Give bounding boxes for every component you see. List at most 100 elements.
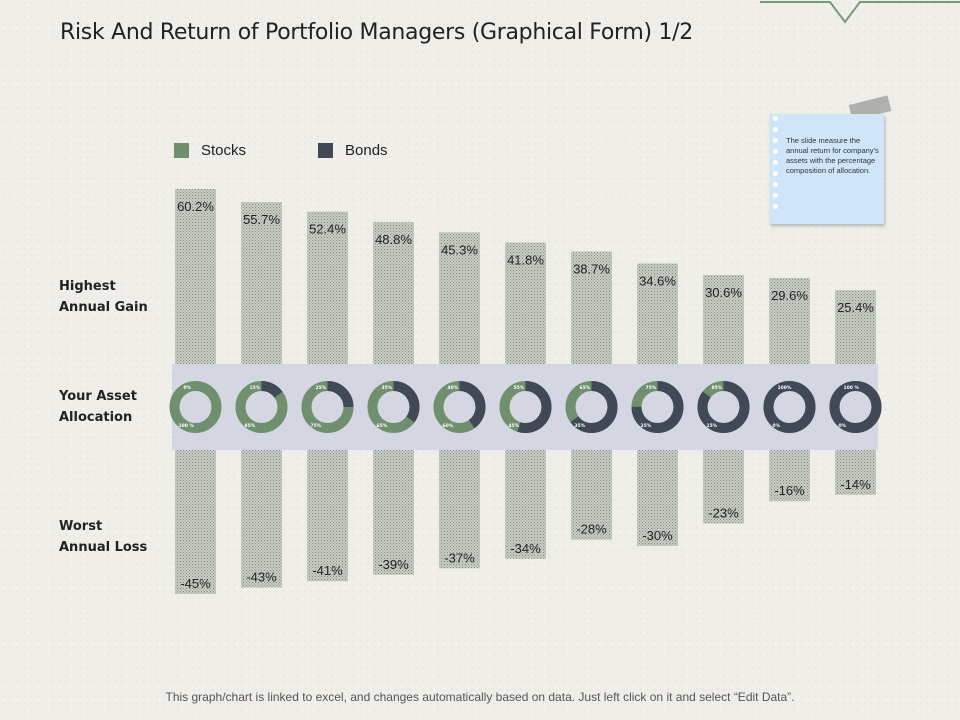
bonds-swatch: [318, 143, 333, 158]
loss-value-label: -39%: [378, 557, 409, 572]
gain-value-label: 34.6%: [639, 273, 676, 288]
row-label-worst-loss: Worst Annual Loss: [59, 516, 169, 558]
loss-value-label: -23%: [708, 506, 739, 521]
gain-value-label: 41.8%: [507, 252, 544, 267]
allocation-donut: 15% 85%: [235, 381, 288, 433]
donut-bonds-segment: [235, 381, 288, 433]
loss-bar: [637, 450, 678, 546]
gain-value-label: 45.3%: [441, 242, 478, 257]
legend-stocks-label: Stocks: [201, 142, 247, 159]
allocation-donut: 85% 15%: [697, 381, 750, 433]
donut-stocks-label: 45%: [509, 423, 520, 429]
loss-bar: [703, 450, 744, 524]
allocation-donut: 65% 35%: [565, 381, 618, 433]
donut-bonds-segment: [697, 381, 750, 433]
bars-layer: [175, 189, 876, 594]
loss-value-label: -45%: [180, 576, 211, 591]
allocation-donut: 75% 25%: [631, 381, 684, 433]
loss-value-label: -28%: [576, 522, 607, 537]
donut-bonds-label: 100%: [778, 385, 792, 391]
gain-bar: [373, 222, 414, 364]
row-label-line: Annual Loss: [59, 540, 148, 555]
loss-bar: [307, 450, 348, 582]
gain-value-label: 60.2%: [177, 199, 214, 214]
donut-bonds-segment: [565, 381, 618, 433]
donut-stocks-label: 60%: [443, 423, 454, 429]
loss-value-label: -41%: [312, 563, 343, 578]
gain-bar: [835, 290, 876, 364]
gain-bar: [439, 232, 480, 364]
gain-bar: [637, 263, 678, 364]
gain-bar: [307, 211, 348, 364]
loss-bar: [241, 450, 282, 588]
loss-value-label: -34%: [510, 541, 541, 556]
allocation-donut: 35% 65%: [367, 381, 420, 433]
loss-bar: [439, 450, 480, 569]
allocation-donut: 25% 75%: [301, 381, 354, 433]
donut-bonds-label: 100 %: [844, 385, 860, 391]
stocks-swatch: [174, 143, 189, 158]
donut-stocks-label: 0%: [839, 423, 847, 429]
allocation-donut: 0% 100 %: [169, 381, 222, 433]
donut-bonds-segment: [631, 381, 684, 433]
donut-bonds-label: 0%: [184, 385, 192, 391]
allocation-donut: 100% 0%: [763, 381, 816, 433]
gain-bar: [703, 275, 744, 364]
sticky-note: The slide measure the annual return for …: [770, 114, 884, 224]
donut-stocks-label: 35%: [575, 423, 586, 429]
legend-bonds-label: Bonds: [345, 142, 388, 159]
donut-bonds-label: 25%: [316, 385, 327, 391]
row-label-line: Highest: [59, 279, 116, 294]
donut-bonds-label: 85%: [712, 385, 723, 391]
allocation-donut: 40% 60%: [433, 381, 486, 433]
donut-bonds-label: 65%: [580, 385, 591, 391]
loss-bar: [571, 450, 612, 540]
row-label-highest-gain: Highest Annual Gain: [59, 276, 169, 318]
donut-bonds-label: 75%: [646, 385, 657, 391]
donut-stocks-label: 100 %: [179, 423, 195, 429]
loss-value-label: -30%: [642, 528, 673, 543]
gain-bar: [571, 251, 612, 364]
donut-bonds-label: 35%: [382, 385, 393, 391]
donut-bonds-label: 55%: [514, 385, 525, 391]
donut-bonds-segment: [829, 381, 882, 433]
donut-stocks-ring: [169, 381, 222, 433]
loss-bar: [769, 450, 810, 502]
loss-value-label: -43%: [246, 570, 277, 585]
row-label-line: Annual Gain: [59, 300, 148, 315]
loss-value-label: -14%: [840, 477, 871, 492]
loss-bar: [175, 450, 216, 594]
donut-stocks-label: 25%: [641, 423, 652, 429]
donut-bonds-segment: [763, 381, 816, 433]
donut-bonds-segment: [301, 381, 354, 433]
row-label-line: Allocation: [59, 410, 133, 425]
page-title: Risk And Return of Portfolio Managers (G…: [60, 20, 693, 45]
gain-value-label: 48.8%: [375, 232, 412, 247]
donut-stocks-label: 75%: [311, 423, 322, 429]
loss-value-label: -37%: [444, 550, 475, 565]
loss-bar: [835, 450, 876, 495]
donut-bonds-segment: [499, 381, 552, 433]
gain-value-label: 52.4%: [309, 222, 346, 237]
allocation-donut: 100 % 0%: [829, 381, 882, 433]
gain-bar: [505, 242, 546, 364]
footer-note: This graph/chart is linked to excel, and…: [165, 690, 795, 704]
allocation-donut: 55% 45%: [499, 381, 552, 433]
donut-stocks-label: 85%: [245, 423, 256, 429]
allocation-band: [172, 364, 878, 450]
gain-value-label: 29.6%: [771, 288, 808, 303]
gain-value-label: 30.6%: [705, 285, 742, 300]
donut-layer: 0% 100 % 15% 85% 25% 75% 35% 65% 40% 60% 55% 45% 65%…: [169, 381, 882, 433]
gain-bar: [175, 189, 216, 364]
gain-bar: [241, 202, 282, 364]
gain-value-label: 25.4%: [837, 300, 874, 315]
gain-value-label: 38.7%: [573, 262, 610, 277]
donut-stocks-label: 0%: [773, 423, 781, 429]
note-binding-holes: [773, 116, 779, 215]
loss-bar: [373, 450, 414, 575]
donut-bonds-label: 40%: [448, 385, 459, 391]
row-label-line: Worst: [59, 519, 103, 534]
row-label-line: Your Asset: [59, 389, 137, 404]
row-label-asset-allocation: Your Asset Allocation: [59, 386, 169, 428]
